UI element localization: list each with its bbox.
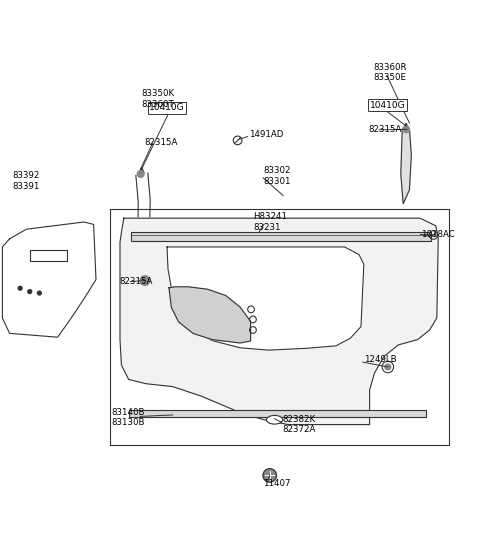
Text: H83241
83231: H83241 83231: [253, 212, 288, 232]
Text: 82315A: 82315A: [369, 125, 402, 134]
Ellipse shape: [266, 415, 283, 424]
Text: 10410G: 10410G: [149, 103, 185, 112]
Text: 1491AD: 1491AD: [249, 130, 283, 139]
Circle shape: [263, 469, 276, 482]
Circle shape: [403, 126, 409, 133]
Polygon shape: [404, 123, 408, 130]
Circle shape: [385, 364, 391, 370]
Text: 83140B
83130B: 83140B 83130B: [111, 408, 145, 427]
Text: 83392
83391: 83392 83391: [12, 172, 39, 191]
Text: 83350K
83360T: 83350K 83360T: [142, 90, 175, 109]
Polygon shape: [139, 167, 144, 173]
Text: 83302
83301: 83302 83301: [263, 166, 290, 186]
Polygon shape: [120, 218, 438, 424]
Circle shape: [137, 171, 144, 177]
Bar: [30, 250, 67, 261]
Text: 82315A: 82315A: [119, 277, 153, 286]
Bar: [131, 232, 431, 241]
Text: 82315A: 82315A: [144, 138, 178, 147]
Text: 10410G: 10410G: [370, 101, 406, 110]
Text: 1249LB: 1249LB: [364, 355, 396, 364]
Circle shape: [18, 286, 22, 290]
Polygon shape: [401, 130, 411, 204]
Polygon shape: [169, 287, 251, 343]
Circle shape: [140, 276, 150, 285]
Circle shape: [37, 291, 41, 295]
Text: 83360R
83350E: 83360R 83350E: [373, 63, 407, 82]
Text: 11407: 11407: [263, 479, 290, 488]
Circle shape: [28, 289, 32, 294]
Bar: [129, 410, 426, 417]
Text: 1018AC: 1018AC: [421, 230, 455, 239]
Text: 82382K
82372A: 82382K 82372A: [282, 415, 316, 434]
Polygon shape: [167, 247, 364, 350]
Polygon shape: [2, 222, 96, 337]
